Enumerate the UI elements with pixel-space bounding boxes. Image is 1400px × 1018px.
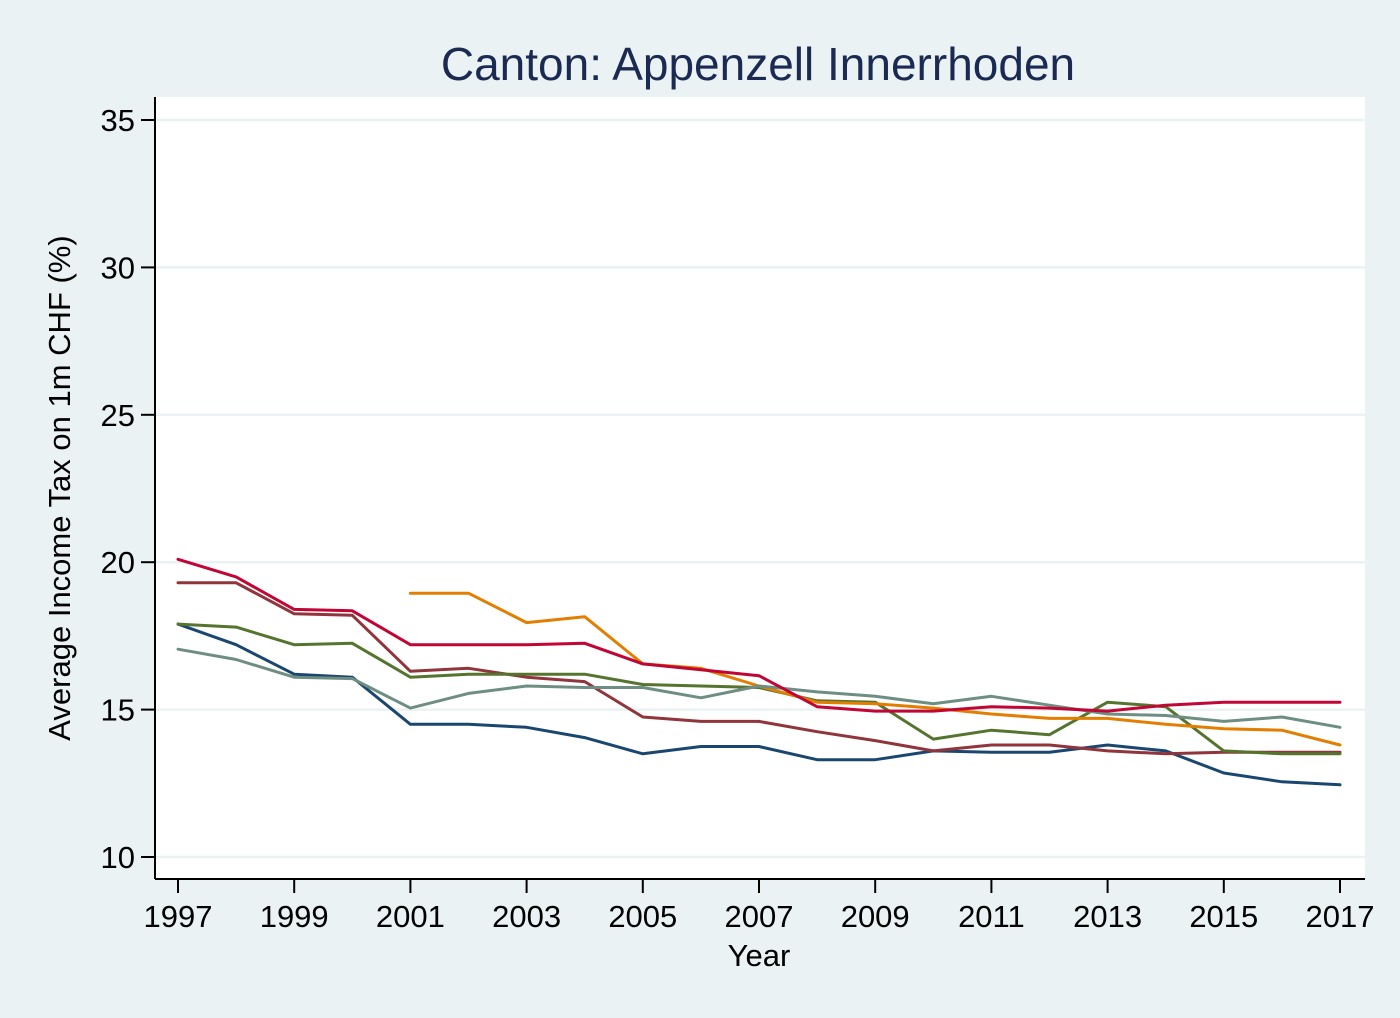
series-line-4 [408,591,1342,747]
x-tick-label-1997: 1997 [144,899,213,934]
chart-title: Canton: Appenzell Innerrhoden [441,38,1075,90]
x-axis-ticks: 1997 1999 2001 2003 2005 2007 2009 2011 2013 2015… [144,879,1375,934]
gridlines [155,118,1365,859]
x-tick-label-2017: 2017 [1306,899,1375,934]
plot-area [155,97,1365,879]
series-line-5 [176,647,1342,729]
y-tick-label-10: 10 [101,840,135,875]
x-tick-label-2015: 2015 [1189,899,1258,934]
x-tick-label-2005: 2005 [608,899,677,934]
y-tick-label-20: 20 [101,545,135,580]
y-axis-title: Average Income Tax on 1m CHF (%) [42,235,77,740]
y-tick-label-30: 30 [101,250,135,285]
x-tick-label-2001: 2001 [376,899,445,934]
x-tick-label-2011: 2011 [958,899,1025,934]
y-tick-label-25: 25 [101,398,135,433]
y-axis-ticks: 10 15 20 25 30 35 [101,103,155,875]
x-tick-label-1999: 1999 [260,899,329,934]
x-axis-title: Year [728,938,791,973]
y-tick-label-15: 15 [101,693,135,728]
series-lines [176,557,1342,787]
series-line-6 [176,557,1342,713]
y-tick-label-35: 35 [101,103,135,138]
x-tick-label-2007: 2007 [725,899,794,934]
series-line-1 [176,622,1342,787]
x-tick-label-2009: 2009 [841,899,910,934]
series-line-2 [176,581,1342,756]
x-tick-label-2003: 2003 [492,899,561,934]
x-tick-label-2013: 2013 [1073,899,1142,934]
